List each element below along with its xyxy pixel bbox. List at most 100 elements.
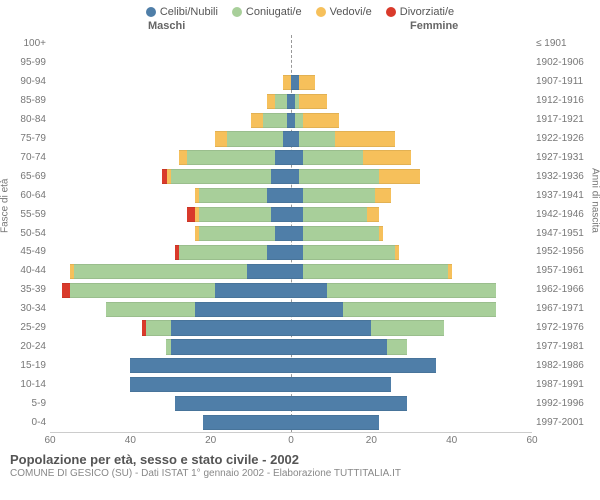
age-label: 0-4 — [8, 413, 46, 432]
male-bar — [50, 396, 291, 411]
age-label: 10-14 — [8, 375, 46, 394]
y-axis-right-title: Anni di nascita — [590, 168, 600, 233]
bar-segment — [195, 302, 291, 317]
legend-dot — [386, 7, 396, 17]
bar-segment — [267, 94, 275, 109]
birth-label: 1997-2001 — [536, 413, 592, 432]
bar-segment — [291, 207, 303, 222]
pyramid-row — [50, 413, 532, 432]
female-bar — [291, 264, 532, 279]
bar-segment — [171, 339, 292, 354]
female-bar — [291, 75, 532, 90]
bar-segment — [267, 245, 291, 260]
birth-label: 1957-1961 — [536, 261, 592, 280]
bar-segment — [303, 207, 367, 222]
chart-subtitle: COMUNE DI GESICO (SU) - Dati ISTAT 1° ge… — [10, 468, 592, 479]
male-bar — [50, 113, 291, 128]
male-bar — [50, 245, 291, 260]
birth-label: 1907-1911 — [536, 72, 592, 91]
bar-segment — [291, 150, 303, 165]
bar-segment — [62, 283, 70, 298]
male-bar — [50, 339, 291, 354]
bar-segment — [187, 207, 195, 222]
male-bar — [50, 131, 291, 146]
female-bar — [291, 37, 532, 52]
bar-segment — [387, 339, 407, 354]
birth-label: 1992-1996 — [536, 394, 592, 413]
male-bar — [50, 188, 291, 203]
age-label: 65-69 — [8, 167, 46, 186]
age-label: 100+ — [8, 34, 46, 53]
birth-label: 1967-1971 — [536, 299, 592, 318]
x-tick: 40 — [446, 435, 457, 446]
birth-label: 1952-1956 — [536, 242, 592, 261]
male-bar — [50, 207, 291, 222]
age-label: 20-24 — [8, 337, 46, 356]
pyramid-row — [50, 338, 532, 357]
female-bar — [291, 339, 532, 354]
female-bar — [291, 377, 532, 392]
birth-label: 1977-1981 — [536, 337, 592, 356]
female-bar — [291, 113, 532, 128]
bar-segment — [215, 283, 291, 298]
age-label: 55-59 — [8, 205, 46, 224]
pyramid-row — [50, 73, 532, 92]
age-label: 60-64 — [8, 186, 46, 205]
male-bar — [50, 283, 291, 298]
bar-segment — [130, 358, 291, 373]
birth-label: 1947-1951 — [536, 224, 592, 243]
birth-label: 1942-1946 — [536, 205, 592, 224]
age-labels: 100+95-9990-9485-8980-8475-7970-7465-696… — [8, 34, 50, 432]
bar-segment — [271, 207, 291, 222]
male-bar — [50, 56, 291, 71]
bar-segment — [295, 113, 303, 128]
birth-label: ≤ 1901 — [536, 34, 592, 53]
bar-segment — [283, 75, 291, 90]
female-bar — [291, 283, 532, 298]
legend-item: Vedovi/e — [316, 6, 372, 18]
male-bar — [50, 264, 291, 279]
bar-segment — [303, 245, 395, 260]
pyramid-row — [50, 35, 532, 54]
birth-label: 1917-1921 — [536, 110, 592, 129]
age-label: 5-9 — [8, 394, 46, 413]
pyramid-row — [50, 356, 532, 375]
legend-dot — [232, 7, 242, 17]
pyramid-row — [50, 130, 532, 149]
female-bar — [291, 207, 532, 222]
bar-segment — [275, 94, 287, 109]
birth-label: 1987-1991 — [536, 375, 592, 394]
bar-segment — [227, 131, 283, 146]
chart-title: Popolazione per età, sesso e stato civil… — [10, 452, 592, 467]
birth-label: 1932-1936 — [536, 167, 592, 186]
female-bar — [291, 150, 532, 165]
bar-segment — [379, 226, 383, 241]
female-header: Femmine — [330, 20, 592, 32]
bar-segment — [271, 169, 291, 184]
bar-segment — [291, 320, 371, 335]
bar-segment — [283, 131, 291, 146]
legend-label: Vedovi/e — [330, 6, 372, 18]
bar-segment — [379, 169, 419, 184]
pyramid-row — [50, 186, 532, 205]
birth-label: 1902-1906 — [536, 53, 592, 72]
pyramid-row — [50, 167, 532, 186]
male-bar — [50, 226, 291, 241]
bar-segment — [371, 320, 443, 335]
bars-area — [50, 34, 532, 432]
bar-segment — [146, 320, 170, 335]
age-label: 70-74 — [8, 148, 46, 167]
age-label: 95-99 — [8, 53, 46, 72]
legend-label: Divorziati/e — [400, 6, 454, 18]
bar-segment — [291, 396, 407, 411]
female-bar — [291, 245, 532, 260]
female-bar — [291, 302, 532, 317]
bar-segment — [263, 113, 287, 128]
pyramid-row — [50, 92, 532, 111]
bar-segment — [203, 415, 291, 430]
bar-segment — [363, 150, 411, 165]
male-bar — [50, 377, 291, 392]
legend-item: Divorziati/e — [386, 6, 454, 18]
birth-label: 1982-1986 — [536, 356, 592, 375]
bar-segment — [375, 188, 391, 203]
